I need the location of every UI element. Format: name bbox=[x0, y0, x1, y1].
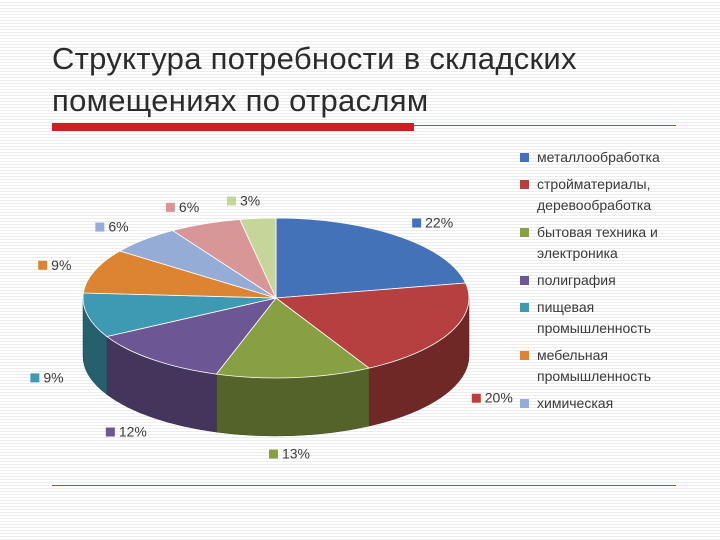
bottom-divider-line bbox=[52, 485, 676, 486]
data-label-text-3: 12% bbox=[119, 424, 147, 440]
legend-item: полиграфия bbox=[520, 270, 710, 291]
pie-slice-5 bbox=[82, 250, 277, 299]
data-label-6: 6% bbox=[95, 219, 129, 235]
legend-swatch bbox=[520, 180, 529, 189]
data-label-text-7: 6% bbox=[179, 199, 199, 215]
legend-label: мебельная промышленность bbox=[537, 347, 651, 384]
pie-slice-0 bbox=[275, 217, 466, 299]
slide-title: Структура потребности в складских помеще… bbox=[52, 41, 577, 118]
data-label-swatch-1 bbox=[471, 393, 481, 403]
legend-item: бытовая техника и электроника bbox=[520, 222, 710, 264]
pie-sides bbox=[82, 297, 470, 437]
data-label-swatch-8 bbox=[227, 196, 237, 206]
pie-slice-2 bbox=[215, 297, 370, 379]
data-label-5: 9% bbox=[38, 257, 71, 273]
legend-label: бытовая техника и электроника bbox=[537, 224, 658, 261]
data-label-text-8: 3% bbox=[240, 192, 260, 208]
pie-slice-4 bbox=[82, 292, 277, 337]
legend-label: металлообработка bbox=[537, 149, 660, 165]
data-label-0: 22% bbox=[412, 214, 453, 230]
legend-item: стройматериалы, деревообработка bbox=[520, 174, 710, 216]
data-label-swatch-4 bbox=[30, 373, 40, 383]
legend-item: мебельная промышленность bbox=[520, 345, 710, 387]
data-label-text-0: 22% bbox=[425, 214, 453, 230]
legend-label: полиграфия bbox=[537, 272, 616, 288]
legend-label: химическая bbox=[537, 395, 614, 411]
legend-swatch bbox=[520, 399, 529, 408]
data-label-swatch-0 bbox=[412, 218, 422, 228]
pie-slice-8 bbox=[239, 217, 277, 299]
legend-item: металлообработка bbox=[520, 147, 710, 168]
data-label-4: 9% bbox=[30, 369, 64, 385]
data-label-swatch-2 bbox=[268, 449, 278, 459]
legend-swatch bbox=[520, 276, 529, 285]
pie-slice-3 bbox=[106, 297, 277, 375]
data-label-3: 12% bbox=[105, 424, 147, 440]
data-label-text-6: 6% bbox=[108, 219, 128, 235]
data-label-text-5: 9% bbox=[51, 257, 71, 273]
legend-swatch bbox=[520, 351, 529, 360]
title-divider-line bbox=[414, 125, 676, 126]
legend-item: химическая bbox=[520, 393, 710, 414]
pie-data-labels: 22% 20% 13% 12% 9% 9% 6% 6% 3% bbox=[30, 192, 513, 462]
legend-label: пищевая промышленность bbox=[537, 299, 651, 336]
legend-swatch bbox=[520, 303, 529, 312]
data-label-swatch-6 bbox=[95, 222, 105, 232]
data-label-swatch-5 bbox=[38, 260, 48, 270]
legend-swatch bbox=[520, 153, 529, 162]
legend-label: стройматериалы, деревообработка bbox=[537, 176, 652, 213]
pie-slice-1 bbox=[275, 282, 470, 369]
data-label-text-2: 13% bbox=[282, 446, 310, 462]
pie-side-2 bbox=[216, 367, 370, 437]
data-label-text-4: 9% bbox=[43, 369, 63, 385]
data-label-2: 13% bbox=[268, 446, 310, 462]
data-label-1: 20% bbox=[471, 390, 513, 406]
title-accent-bar bbox=[52, 123, 414, 131]
data-label-swatch-7 bbox=[165, 202, 175, 212]
pie-slices bbox=[82, 217, 470, 379]
legend-swatch bbox=[520, 228, 529, 237]
data-label-8: 3% bbox=[227, 192, 260, 208]
data-label-7: 6% bbox=[165, 199, 199, 215]
chart-legend: металлообработка стройматериалы, деревооб… bbox=[520, 147, 710, 420]
legend-item: пищевая промышленность bbox=[520, 297, 710, 339]
data-label-swatch-3 bbox=[105, 427, 115, 437]
data-label-text-1: 20% bbox=[485, 390, 513, 406]
